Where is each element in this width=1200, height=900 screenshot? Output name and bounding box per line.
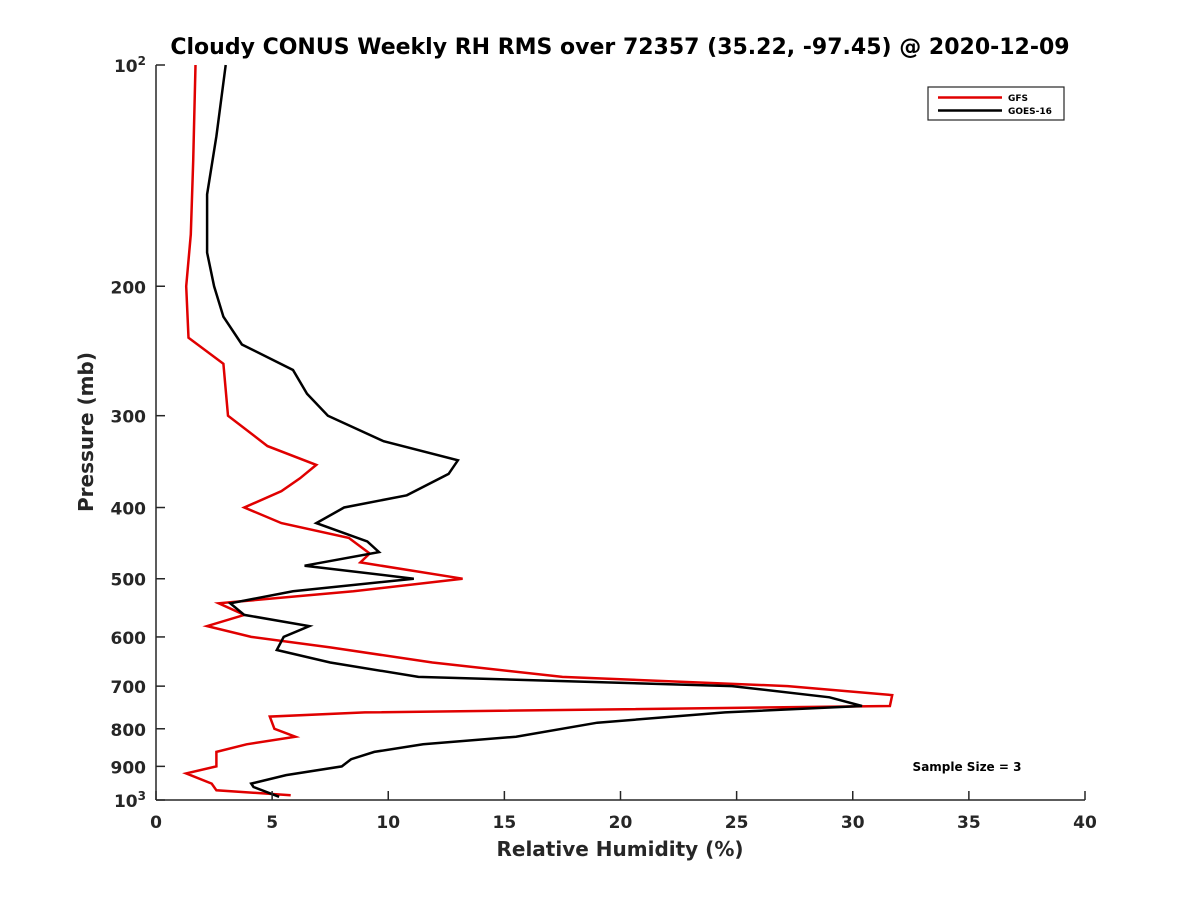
plot-area	[182, 64, 894, 798]
y-tick-label: 400	[111, 500, 147, 520]
x-tick-label: 35	[957, 813, 981, 833]
legend: GFS GOES-16	[927, 86, 1065, 121]
x-tick-label: 40	[1073, 813, 1097, 833]
y-tick-label: 103	[114, 789, 146, 812]
x-tick-label: 30	[841, 813, 865, 833]
y-tick-label: 500	[111, 571, 147, 591]
x-tick-label: 20	[609, 813, 633, 833]
y-tick-label: 102	[114, 54, 146, 77]
series-line-gfs	[182, 64, 894, 797]
x-tick-label: 15	[493, 813, 517, 833]
y-tick-label: 300	[111, 408, 147, 428]
x-tick-label: 25	[725, 813, 749, 833]
x-axis-label: Relative Humidity (%)	[496, 837, 743, 861]
legend-box	[927, 86, 1065, 121]
x-tick-label: 5	[266, 813, 278, 833]
chart-title: Cloudy CONUS Weekly RH RMS over 72357 (3…	[170, 35, 1069, 60]
x-tick-label: 0	[150, 813, 162, 833]
x-tick-label: 10	[376, 813, 400, 833]
sample-size-annotation: Sample Size = 3	[913, 760, 1022, 774]
y-tick-label: 600	[111, 629, 147, 649]
y-tick-label: 200	[111, 278, 147, 298]
legend-label-goes-16: GOES-16	[1008, 107, 1052, 117]
axes: 0 5 10 15 20 25 30 35 40 102 200 300 400 500 600 700 800…	[111, 54, 1097, 833]
series-line-goes-16	[205, 64, 863, 798]
y-tick-label: 800	[111, 721, 147, 741]
y-tick-label: 700	[111, 678, 147, 698]
y-tick-label: 900	[111, 758, 147, 778]
y-axis-label: Pressure (mb)	[74, 352, 98, 512]
legend-label-gfs: GFS	[1008, 94, 1028, 104]
